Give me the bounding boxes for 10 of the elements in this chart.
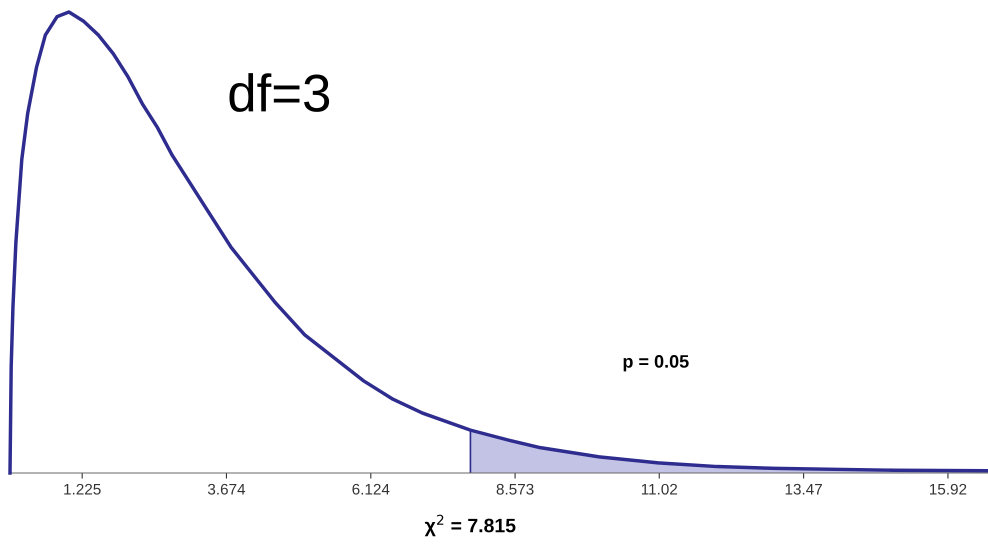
x-tick-label: 11.02 (642, 484, 678, 495)
x-tick-label: 13.47 (786, 484, 822, 495)
x-tick-label: 6.124 (352, 484, 390, 495)
x-tick-label: 1.225 (64, 484, 101, 495)
ref-line-label: χ$^{2}$ = 7.815 (424, 514, 516, 536)
annotation: p = 0.05 (624, 355, 689, 372)
annotation: df=3 (229, 73, 330, 112)
x-tick-label: 3.674 (208, 484, 246, 495)
x-tick-label: 8.573 (496, 484, 534, 495)
x-tick-label: 15.92 (930, 484, 966, 495)
